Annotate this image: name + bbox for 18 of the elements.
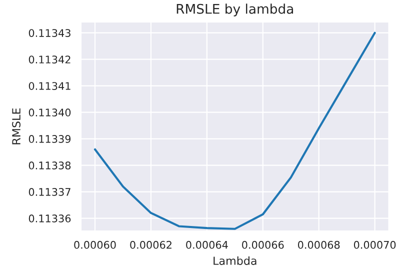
y-tick-label: 0.11342 [28, 56, 70, 64]
y-tick-label: 0.11340 [28, 108, 71, 116]
x-tick-label: 0.00066 [242, 240, 284, 249]
y-axis-title: RMSLE [12, 108, 20, 144]
y-tick-label: 0.11341 [28, 82, 70, 90]
line-series [94, 32, 376, 230]
y-tick-label: 0.11336 [28, 214, 71, 222]
x-tick-label: 0.00070 [354, 240, 396, 249]
x-tick-label: 0.00060 [74, 240, 116, 249]
y-tick-label: 0.11343 [28, 29, 70, 37]
y-tick-label: 0.11337 [28, 188, 70, 196]
y-tick-label: 0.11339 [28, 135, 71, 143]
x-tick-label: 0.00064 [186, 240, 228, 249]
x-axis-title: Lambda [214, 256, 256, 265]
chart-title: RMSLE by lambda [176, 4, 294, 16]
y-tick-label: 0.11338 [28, 162, 71, 170]
x-tick-label: 0.00062 [130, 240, 172, 249]
x-tick-label: 0.00068 [298, 240, 340, 249]
